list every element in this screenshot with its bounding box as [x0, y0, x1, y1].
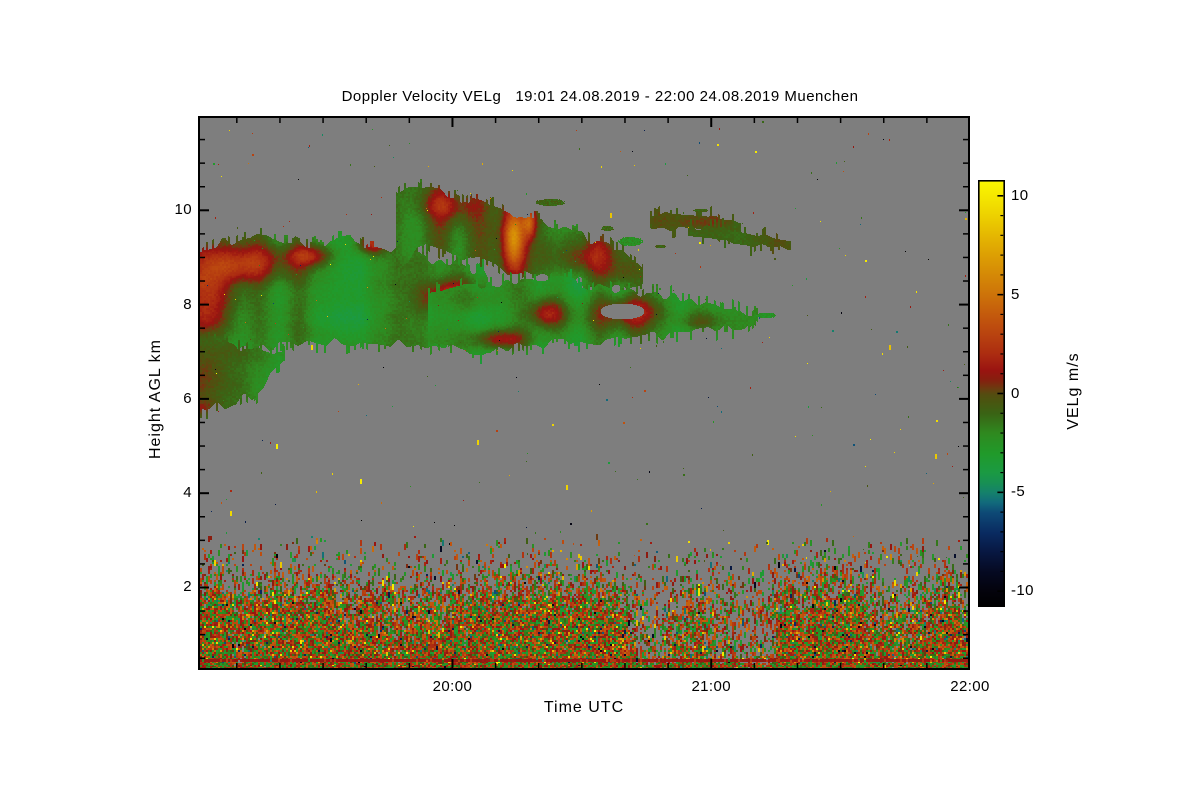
- x-tick-label: 21:00: [691, 678, 731, 695]
- colorbar-tick-label: -10: [1011, 582, 1034, 600]
- x-axis-label: Time UTC: [543, 699, 625, 716]
- y-tick-label: 6: [183, 389, 192, 407]
- page-title: Doppler Velocity VELg 19:01 24.08.2019 -…: [341, 88, 859, 105]
- colorbar-tick-label: 5: [1011, 285, 1020, 303]
- y-tick-label: 8: [183, 295, 192, 313]
- x-tick-label: 22:00: [950, 678, 990, 695]
- heatmap-canvas: [198, 116, 970, 670]
- colorbar-tick-label: 0: [1011, 384, 1020, 402]
- colorbar-canvas: [978, 180, 1005, 607]
- colorbar-tick-label: 10: [1011, 186, 1029, 204]
- colorbar-label: VELg m/s: [1065, 352, 1082, 430]
- colorbar-tick-label: -5: [1011, 483, 1026, 501]
- x-tick-label: 20:00: [432, 678, 473, 695]
- y-tick-label: 4: [183, 484, 192, 502]
- y-tick-label: 10: [174, 201, 192, 219]
- y-tick-label: 2: [183, 578, 192, 596]
